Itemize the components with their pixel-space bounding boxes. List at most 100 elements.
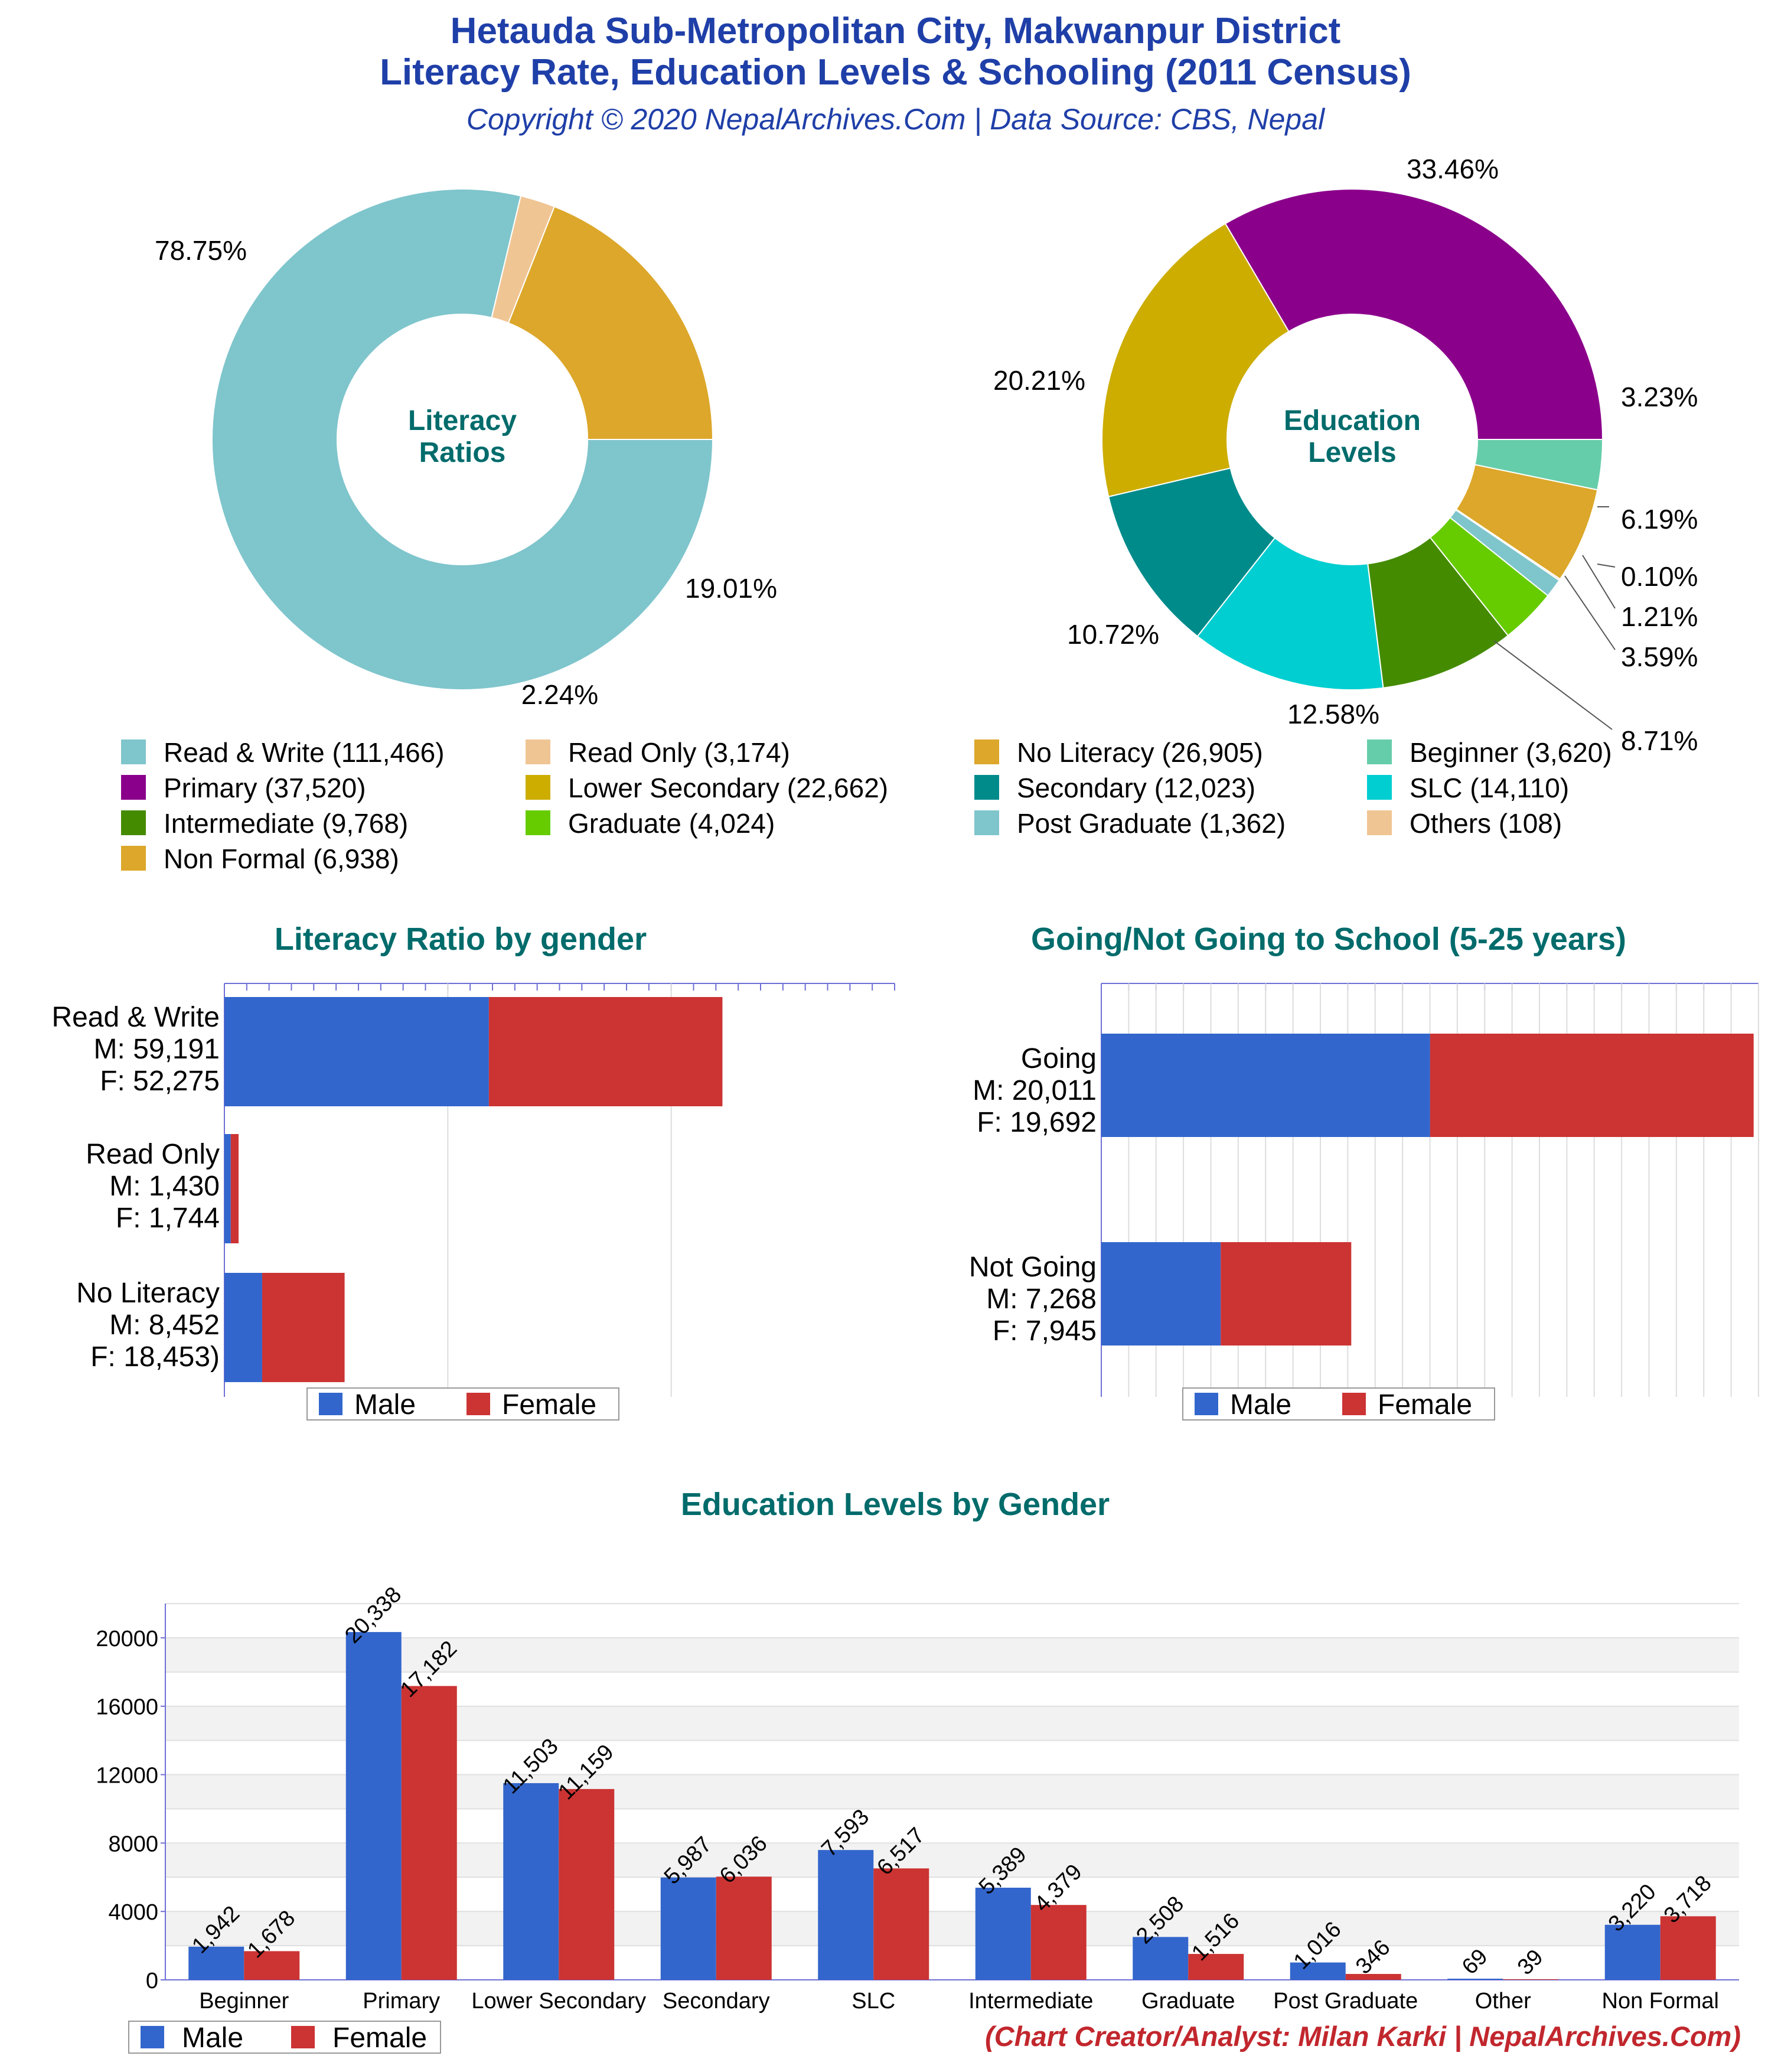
education-gender-bar-female (1660, 1916, 1716, 1980)
legend-label: Read Only (3,174) (568, 737, 790, 768)
school-gender-legend-female-swatch (1342, 1393, 1366, 1415)
literacy-gender-male-value: M: 59,191 (94, 1034, 220, 1065)
education-gender-bar-female (401, 1686, 457, 1980)
education-leader-line (1493, 640, 1613, 730)
education-gender-ytick: 4000 (108, 1900, 158, 1925)
legend-swatch (121, 810, 146, 835)
education-gender-legend-female: Female (332, 2022, 427, 2054)
education-gender-category-label: Beginner (199, 1989, 289, 2014)
literacy-gender-bar-male (224, 997, 489, 1106)
education-gender-legend-male: Male (182, 2022, 243, 2054)
legend-swatch (974, 810, 999, 835)
education-gender-bar-male (1447, 1979, 1503, 1980)
legend-label: SLC (14,110) (1410, 773, 1569, 803)
literacy-gender-bar-male (224, 1134, 231, 1243)
legend-label: Primary (37,520) (164, 773, 366, 803)
education-center-label: Education (1284, 405, 1421, 436)
literacy-slice-no-literacy (507, 206, 714, 440)
legend-swatch (974, 739, 999, 764)
page-subtitle: Copyright © 2020 NepalArchives.Com | Dat… (466, 103, 1325, 136)
literacy-center-label: Ratios (419, 437, 506, 468)
education-gender-category-label: SLC (852, 1989, 895, 2014)
literacy-pct-label: 78.75% (155, 235, 247, 266)
page-title-line2: Literacy Rate, Education Levels & School… (380, 52, 1411, 93)
education-gender-bar-female (1345, 1973, 1401, 1980)
school-gender-legend-male: Male (1230, 1389, 1291, 1421)
education-gender-male-value: 69 (1457, 1944, 1493, 1980)
credit-line: (Chart Creator/Analyst: Milan Karki | Ne… (985, 2021, 1741, 2052)
literacy-gender-legend-male-swatch (319, 1393, 342, 1415)
education-gender-bar-male (818, 1850, 874, 1980)
literacy-gender-title: Literacy Ratio by gender (275, 921, 647, 957)
education-pct-label: 10.72% (1067, 619, 1159, 650)
education-gender-ytick: 8000 (108, 1832, 158, 1856)
legend-label: Graduate (4,024) (568, 808, 775, 839)
literacy-gender-female-value: F: 52,275 (100, 1066, 220, 1097)
education-gender-title: Education Levels by Gender (681, 1487, 1110, 1522)
school-gender-female-value: F: 7,945 (993, 1315, 1097, 1347)
literacy-gender-category-label: No Literacy (76, 1278, 220, 1309)
school-gender-male-value: M: 20,011 (973, 1075, 1097, 1106)
education-gender-bar-male (1290, 1962, 1346, 1980)
education-gender-ytick: 16000 (96, 1695, 158, 1720)
school-gender-male-value: M: 7,268 (986, 1283, 1097, 1315)
education-gender-ytick: 20000 (96, 1627, 158, 1651)
literacy-gender-female-value: F: 1,744 (116, 1203, 220, 1234)
legend-label: Beginner (3,620) (1410, 737, 1612, 768)
school-gender-category-label: Going (1021, 1043, 1097, 1074)
school-gender-title: Going/Not Going to School (5-25 years) (1031, 921, 1626, 957)
education-gender-bar-female (1503, 1979, 1559, 1980)
legend-swatch (974, 775, 999, 800)
education-slice-slc (1196, 537, 1384, 690)
school-gender-bar-male (1101, 1242, 1221, 1346)
education-gender-bar-male (188, 1946, 244, 1980)
school-gender-legend-female: Female (1378, 1389, 1472, 1421)
education-center-label: Levels (1308, 437, 1396, 468)
literacy-gender-legend-male: Male (354, 1389, 416, 1421)
literacy-gender-female-value: F: 18,453) (90, 1341, 220, 1373)
education-gender-category-label: Lower Secondary (471, 1989, 646, 2014)
education-gender-category-label: Primary (363, 1989, 440, 2014)
education-leader-line (1597, 563, 1616, 568)
literacy-gender-bar-female (262, 1273, 345, 1382)
education-pct-label: 3.23% (1621, 382, 1698, 412)
school-gender-female-value: F: 19,692 (977, 1107, 1097, 1138)
education-gender-bar-male (1133, 1937, 1189, 1980)
education-gender-category-label: Intermediate (968, 1989, 1093, 2014)
education-leader-line (1582, 555, 1616, 609)
literacy-pct-label: 19.01% (685, 573, 777, 604)
education-gender-bar-female (1030, 1905, 1087, 1980)
education-gender-category-label: Other (1475, 1989, 1531, 2014)
education-gender-legend-male-swatch (141, 2026, 164, 2048)
education-pct-label: 0.10% (1621, 561, 1698, 592)
legend-label: Non Formal (6,938) (164, 843, 399, 874)
education-gender-category-label: Post Graduate (1273, 1989, 1418, 2014)
legend-label: Lower Secondary (22,662) (568, 773, 888, 803)
education-gender-female-value: 39 (1513, 1945, 1548, 1980)
literacy-pct-label: 2.24% (521, 679, 598, 710)
education-gender-category-label: Non Formal (1602, 1989, 1720, 2014)
literacy-gender-bar-male (224, 1273, 262, 1382)
legend-label: Post Graduate (1,362) (1017, 808, 1286, 839)
literacy-center-label: Literacy (408, 405, 517, 436)
legend-swatch (121, 775, 146, 800)
literacy-gender-male-value: M: 8,452 (109, 1309, 220, 1341)
school-gender-bar-female (1221, 1242, 1352, 1346)
school-gender-legend-male-swatch (1195, 1393, 1218, 1415)
education-gender-band (165, 1637, 1739, 1672)
education-pct-label: 8.71% (1621, 725, 1698, 756)
legend-swatch (121, 739, 146, 764)
school-gender-bar-male (1101, 1034, 1430, 1137)
education-slice-secondary (1108, 467, 1276, 637)
legend-label: Read & Write (111,466) (164, 737, 445, 768)
education-gender-bar-male (345, 1632, 402, 1980)
education-gender-bar-male (1604, 1924, 1660, 1980)
education-gender-bar-female (716, 1876, 772, 1980)
page-title-line1: Hetauda Sub-Metropolitan City, Makwanpur… (450, 11, 1341, 51)
education-gender-bar-male (975, 1887, 1031, 1980)
education-pct-label: 33.46% (1407, 154, 1499, 184)
school-gender-category-label: Not Going (969, 1252, 1097, 1283)
legend-swatch (526, 810, 550, 835)
education-pct-label: 3.59% (1621, 641, 1698, 672)
